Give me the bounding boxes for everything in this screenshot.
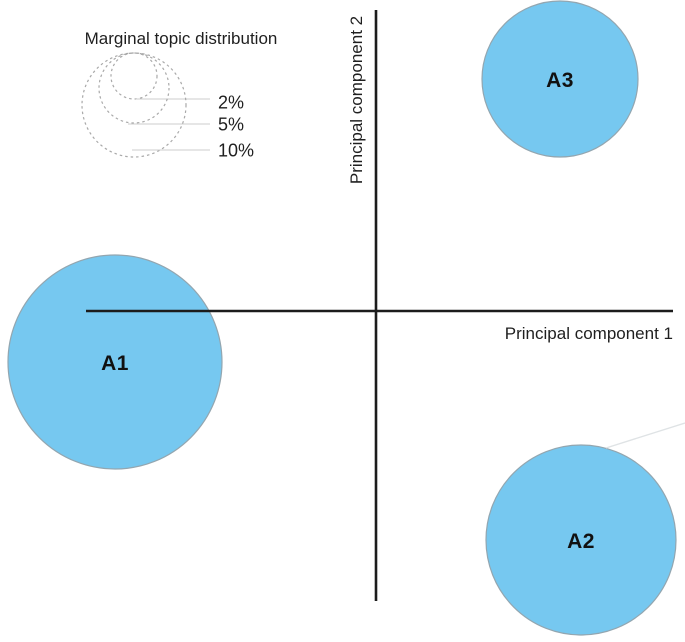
topic-bubble-A1: [7, 254, 223, 470]
legend-pct-label-5%: 5%: [218, 114, 245, 135]
legend-size-circle-2%: [110, 52, 158, 100]
bubble-label-A1: A1: [101, 352, 129, 375]
axes-layer: [86, 10, 673, 601]
legend-pct-label-2%: 2%: [218, 92, 245, 113]
bubble-label-A3: A3: [546, 69, 574, 92]
stray-artifact-line: [605, 422, 685, 449]
topic-bubble-A2: [485, 444, 677, 636]
topic-bubble-A3: [481, 0, 639, 158]
bubbles-layer: [7, 0, 677, 636]
legend-layer: [81, 52, 210, 158]
legend-size-circle-10%: [81, 52, 187, 158]
legend-size-circle-5%: [98, 52, 170, 124]
y-axis-label: Principal component 2: [347, 15, 366, 185]
bubble-label-A2: A2: [567, 530, 595, 553]
legend-title: Marginal topic distribution: [84, 29, 278, 48]
x-axis-label: Principal component 1: [504, 324, 673, 343]
legend-pct-label-10%: 10%: [218, 140, 255, 161]
